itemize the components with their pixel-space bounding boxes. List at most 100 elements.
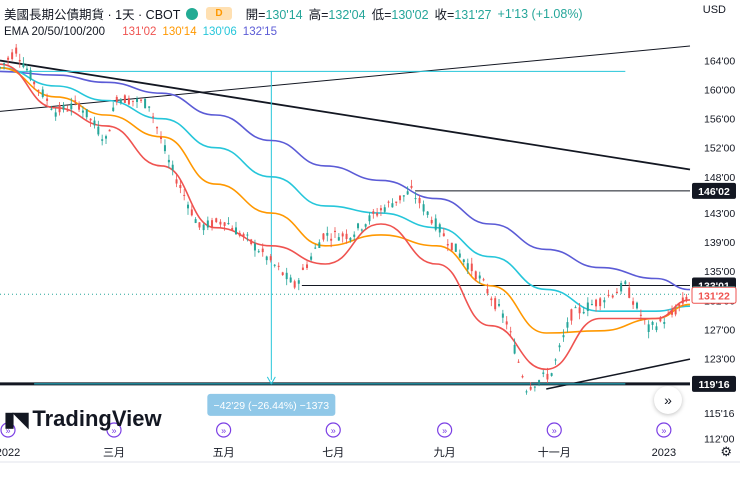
measure-label-box [207,393,336,416]
candle-body [269,256,272,261]
y-tick-label: 156'00 [704,114,735,126]
candle-body [242,233,245,237]
event-marker-icon[interactable] [437,422,453,438]
event-marker-glyph: » [5,426,10,436]
candle-body [490,298,493,301]
event-marker-icon[interactable] [0,422,16,438]
ema-legend[interactable]: EMA 20/50/100/200 131'02 130'14 130'06 132'… [4,26,277,38]
trendline-falling [0,59,691,171]
candle-body [41,89,44,97]
candle-body [562,335,565,338]
event-marker-icon[interactable] [106,422,122,438]
candle-body [446,244,449,246]
ema-line-ema-20 [0,63,691,371]
candle-body [108,129,111,132]
gear-icon[interactable]: ⚙ [720,444,732,459]
candle-body [667,314,670,316]
candle-body [190,209,193,216]
candle-body [678,304,681,307]
candle-body [402,195,405,197]
candle-body [578,307,581,314]
candle-body [18,59,21,62]
candle-body [450,242,453,251]
candle-body [566,322,569,328]
candle-body [227,222,230,225]
candle-body [674,309,677,315]
currency-label[interactable]: USD [702,4,726,16]
event-marker-icon[interactable] [656,422,672,438]
candle-body [0,67,1,69]
candle-body [297,280,300,284]
candle-body [372,211,375,214]
candle-body [160,137,162,140]
candle-body [681,297,684,304]
candle-body [310,256,313,260]
candle-body [15,47,18,54]
candle-body [643,318,646,320]
candle-body [81,110,84,113]
candle-body [454,243,457,252]
candle-body [337,237,340,241]
candle-body [330,238,333,241]
price-label: 119'16 [698,379,729,391]
x-tick-label: 九月 [434,446,456,459]
price-candles [0,43,688,395]
symbol-legend[interactable]: 美國長期公債期貨 · 1天 · CBOT D 開=130'14 高=132'04… [4,4,589,23]
candle-body [93,120,96,126]
event-marker-icon[interactable] [325,422,341,438]
candle-body [624,281,627,284]
candle-body [353,234,356,237]
candle-body [58,104,61,113]
candle-body [314,247,317,249]
candle-body [131,100,134,102]
candle-body [37,89,40,91]
candle-body [505,321,508,325]
candle-body [529,386,532,390]
candle-body [198,222,201,228]
candle-body [215,218,218,223]
candle-body [206,220,209,228]
event-marker-glyph: » [552,426,557,436]
candle-body [379,208,382,211]
candle-body [586,302,589,311]
candle-body [301,267,304,270]
x-tick-label: 十一月 [538,445,571,459]
candle-body [582,311,585,314]
candle-body [632,301,635,305]
candle-body [659,317,662,322]
ohlc-change: +1'13 (+1.08%) [497,6,583,21]
candle-body [635,302,638,309]
candle-body [410,185,413,188]
candle-body [261,248,264,253]
candle-body [525,391,528,393]
candle-body [101,139,104,141]
candle-body [538,380,541,383]
symbol-title[interactable]: 美國長期公債期貨 · 1天 · CBOT [4,8,181,22]
candle-body [546,373,549,380]
candle-body [156,127,159,129]
candle-body [250,239,253,245]
candle-body [513,344,516,354]
ema-line-ema-100 [0,67,691,313]
candle-body [11,52,14,60]
candle-body [474,271,477,280]
candle-body [671,310,674,315]
candle-body [202,224,205,231]
candle-body [521,376,524,378]
event-marker-icon[interactable] [216,422,232,438]
delayed-badge: D [206,7,232,20]
candle-body [685,296,688,302]
candle-body [599,298,602,307]
candle-body [478,275,481,279]
candle-body [611,295,614,298]
scroll-to-realtime-button[interactable]: » [654,386,682,414]
event-marker-icon[interactable] [546,422,562,438]
candle-body [482,279,485,281]
candle-body [112,107,115,111]
candle-body [486,288,489,294]
tradingview-logo[interactable]: ▮◥ TradingView [4,406,162,432]
candle-body [194,219,197,223]
candle-body [78,103,81,110]
candle-body [171,164,174,170]
